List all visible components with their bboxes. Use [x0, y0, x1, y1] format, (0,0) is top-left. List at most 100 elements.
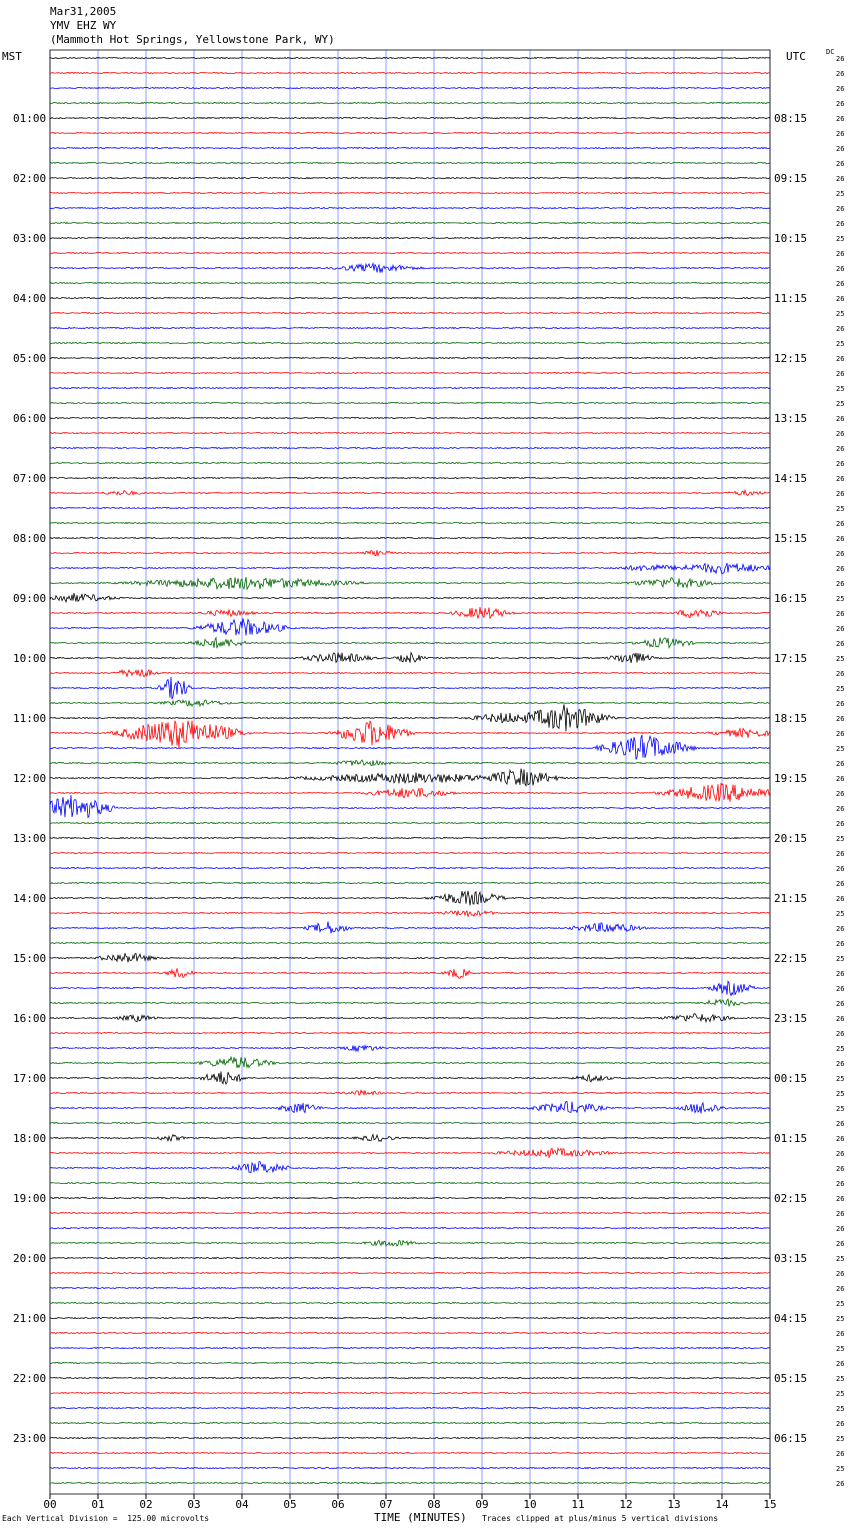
- trace-row-24: [49, 416, 771, 420]
- dc-offset-36: 25: [836, 595, 844, 603]
- trace-row-66: [49, 1044, 771, 1053]
- left-hour-label-17:00: 17:00: [13, 1072, 46, 1085]
- right-hour-label-09:15: 09:15: [774, 172, 807, 185]
- right-axis-label: UTC: [786, 50, 806, 63]
- left-hour-label-04:00: 04:00: [13, 292, 46, 305]
- trace-row-94: [49, 1466, 771, 1470]
- dc-offset-28: 26: [836, 475, 844, 483]
- x-tick-label-05: 05: [283, 1498, 296, 1511]
- dc-offset-14: 26: [836, 265, 844, 273]
- trace-row-49: [49, 782, 771, 803]
- left-hour-label-22:00: 22:00: [13, 1372, 46, 1385]
- trace-row-71: [49, 1121, 771, 1125]
- dc-offset-40: 25: [836, 655, 844, 663]
- x-tick-label-10: 10: [523, 1498, 536, 1511]
- scale-note: Each Vertical Division = 125.00 microvol…: [2, 1514, 210, 1523]
- left-hour-label-03:00: 03:00: [13, 232, 46, 245]
- trace-row-34: [49, 562, 771, 575]
- x-axis-title: TIME (MINUTES): [374, 1511, 467, 1524]
- trace-row-54: [49, 866, 771, 870]
- dc-offset-80: 25: [836, 1255, 844, 1263]
- dc-offset-26: 26: [836, 445, 844, 453]
- trace-row-87: [49, 1361, 771, 1365]
- trace-row-61: [49, 968, 771, 979]
- dc-offset-69: 25: [836, 1090, 844, 1098]
- trace-row-58: [49, 921, 771, 934]
- trace-row-86: [49, 1346, 771, 1350]
- trace-row-8: [49, 176, 771, 180]
- dc-offset-79: 26: [836, 1240, 844, 1248]
- dc-offset-15: 26: [836, 280, 844, 288]
- trace-row-39: [49, 636, 771, 650]
- trace-row-15: [49, 281, 771, 285]
- left-hour-label-09:00: 09:00: [13, 592, 46, 605]
- dc-offset-87: 26: [836, 1360, 844, 1368]
- dc-offset-78: 26: [836, 1225, 844, 1233]
- x-tick-label-07: 07: [379, 1498, 392, 1511]
- trace-row-1: [49, 71, 771, 75]
- right-hour-label-00:15: 00:15: [774, 1072, 807, 1085]
- dc-offset-56: 26: [836, 895, 844, 903]
- dc-offset-23: 25: [836, 400, 844, 408]
- dc-offset-86: 25: [836, 1345, 844, 1353]
- dc-offset-52: 25: [836, 835, 844, 843]
- dc-offset-81: 26: [836, 1270, 844, 1278]
- dc-offset-39: 26: [836, 640, 844, 648]
- dc-offset-88: 25: [836, 1375, 844, 1383]
- dc-offset-51: 26: [836, 820, 844, 828]
- trace-row-84: [49, 1316, 771, 1320]
- dc-offset-10: 26: [836, 205, 844, 213]
- chart-date: Mar31,2005: [50, 5, 117, 18]
- trace-row-80: [49, 1256, 771, 1260]
- left-hour-label-12:00: 12:00: [13, 772, 46, 785]
- trace-row-18: [49, 326, 771, 330]
- x-tick-label-09: 09: [475, 1498, 488, 1511]
- trace-row-3: [49, 101, 771, 105]
- left-hour-label-15:00: 15:00: [13, 952, 46, 965]
- trace-row-67: [49, 1055, 771, 1069]
- dc-offset-82: 26: [836, 1285, 844, 1293]
- trace-row-51: [49, 821, 771, 825]
- dc-offset-83: 25: [836, 1300, 844, 1308]
- dc-label: DC: [826, 48, 835, 56]
- dc-offset-3: 26: [836, 100, 844, 108]
- trace-row-63: [49, 998, 771, 1007]
- trace-row-27: [49, 461, 771, 465]
- right-hour-label-15:15: 15:15: [774, 532, 807, 545]
- dc-offset-41: 26: [836, 670, 844, 678]
- station-location: (Mammoth Hot Springs, Yellowstone Park, …: [50, 33, 335, 46]
- dc-offset-62: 26: [836, 985, 844, 993]
- left-hour-label-02:00: 02:00: [13, 172, 46, 185]
- left-hour-label-11:00: 11:00: [13, 712, 46, 725]
- trace-row-20: [49, 356, 771, 360]
- right-hour-label-10:15: 10:15: [774, 232, 807, 245]
- trace-row-75: [49, 1181, 771, 1185]
- dc-offset-20: 26: [836, 355, 844, 363]
- dc-offset-13: 26: [836, 250, 844, 258]
- dc-offset-66: 25: [836, 1045, 844, 1053]
- trace-row-0: [49, 56, 771, 60]
- dc-offset-8: 26: [836, 175, 844, 183]
- x-tick-label-00: 00: [43, 1498, 56, 1511]
- left-hour-label-08:00: 08:00: [13, 532, 46, 545]
- trace-row-12: [49, 236, 771, 240]
- trace-row-16: [49, 296, 771, 300]
- trace-row-48: [49, 768, 771, 787]
- station-code: YMV EHZ WY: [50, 19, 117, 32]
- dc-offset-19: 25: [836, 340, 844, 348]
- x-tick-label-06: 06: [331, 1498, 344, 1511]
- trace-row-17: [49, 311, 771, 315]
- dc-offset-44: 26: [836, 715, 844, 723]
- trace-row-78: [49, 1226, 771, 1230]
- left-hour-label-23:00: 23:00: [13, 1432, 46, 1445]
- trace-row-38: [49, 618, 771, 636]
- dc-offset-71: 26: [836, 1120, 844, 1128]
- x-tick-label-13: 13: [667, 1498, 680, 1511]
- right-hour-label-05:15: 05:15: [774, 1372, 807, 1385]
- dc-offset-75: 26: [836, 1180, 844, 1188]
- trace-row-45: [49, 719, 771, 749]
- dc-offset-76: 26: [836, 1195, 844, 1203]
- dc-offset-34: 26: [836, 565, 844, 573]
- dc-offset-94: 25: [836, 1465, 844, 1473]
- trace-row-79: [49, 1239, 770, 1247]
